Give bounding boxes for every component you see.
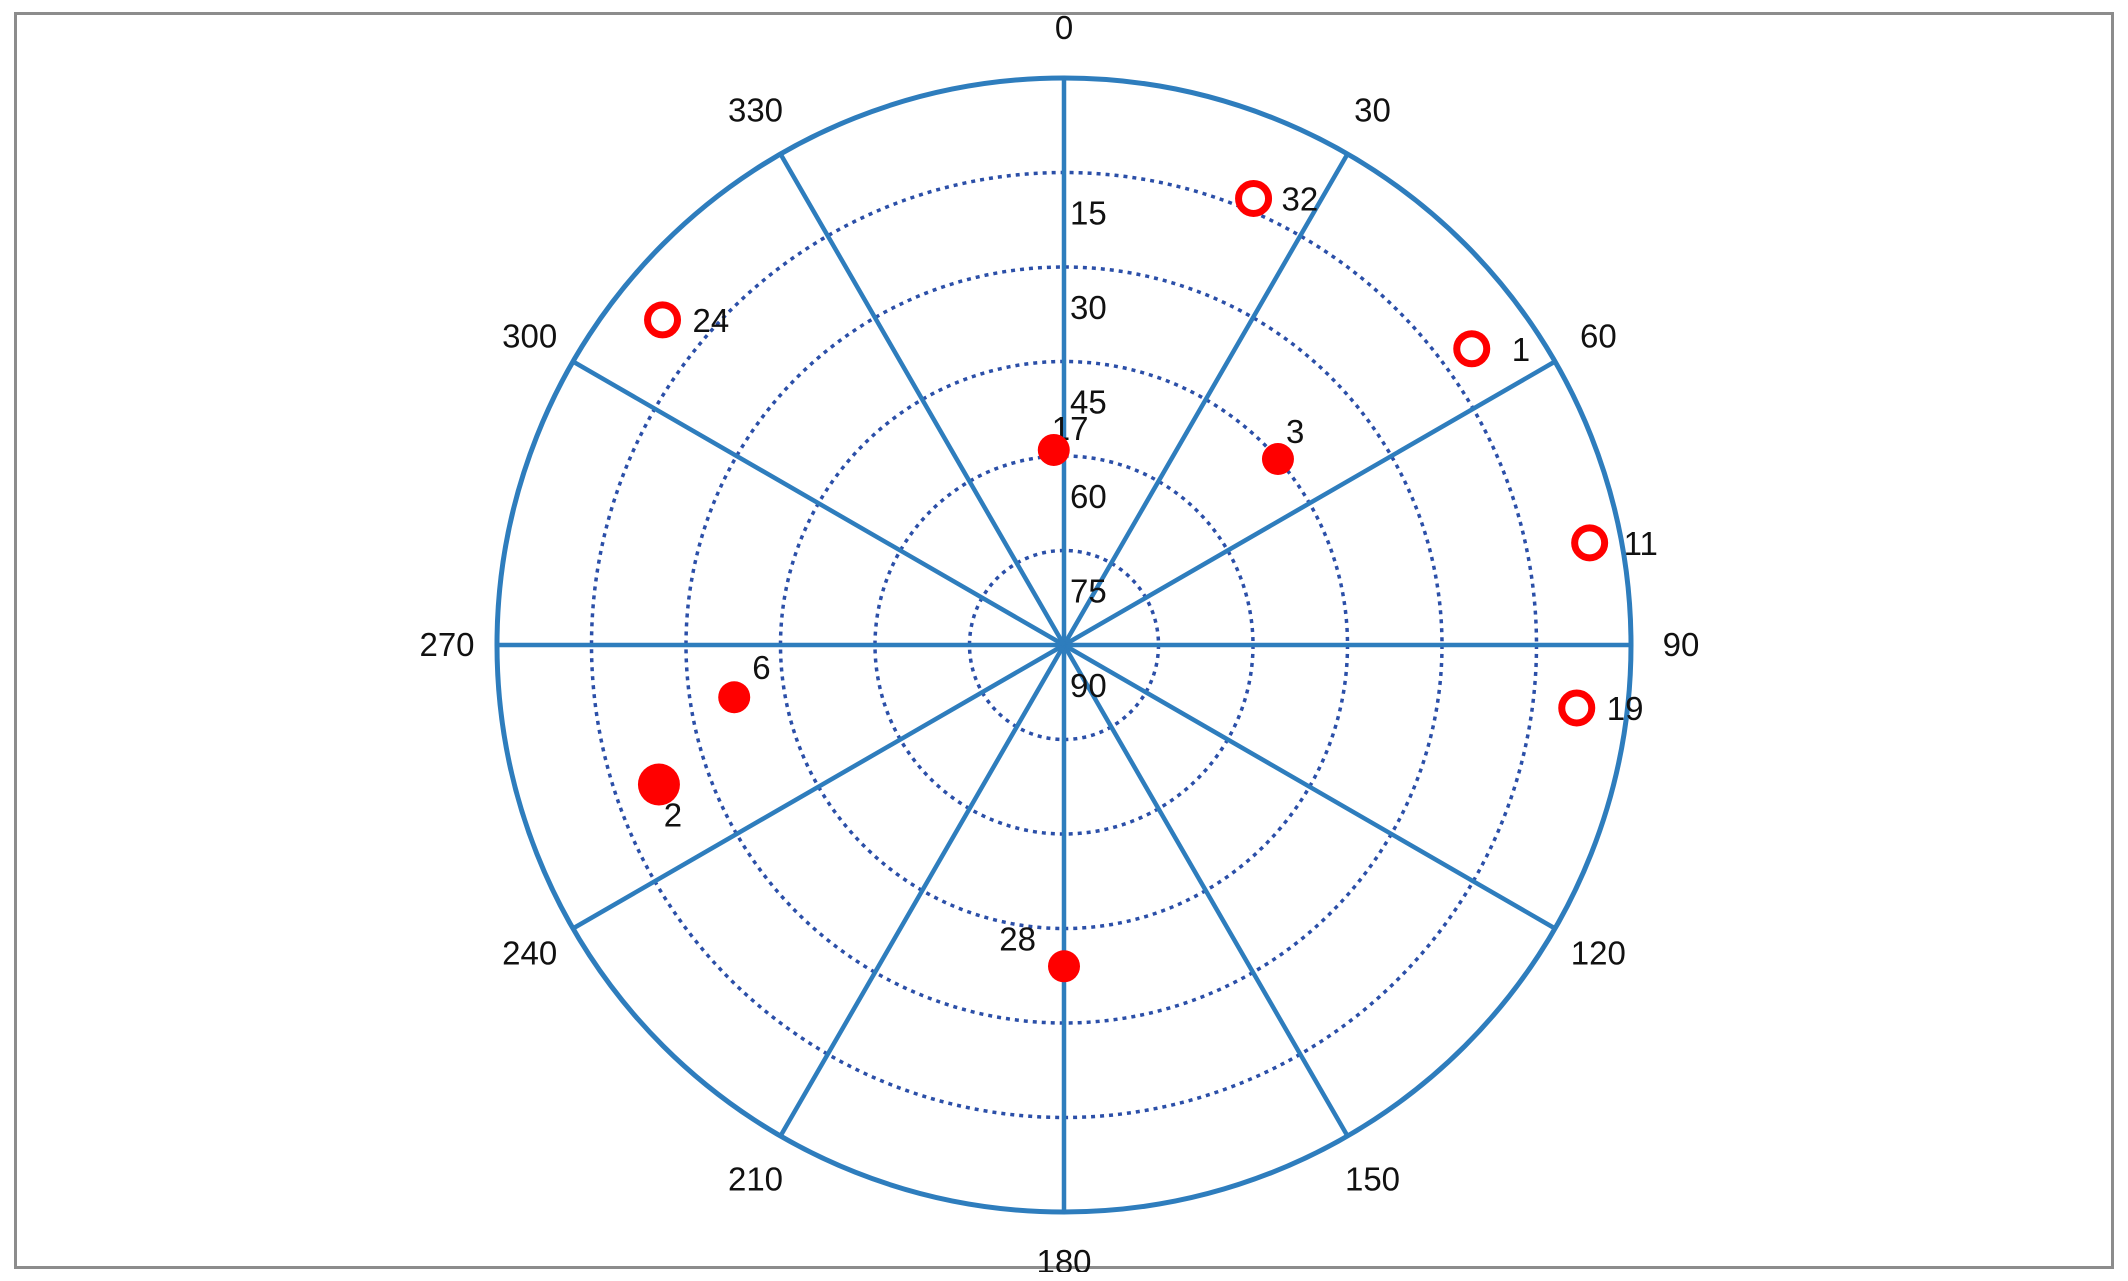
point-label-1: 1 (1512, 331, 1530, 368)
spoke-300 (571, 359, 1066, 647)
spoke-210 (778, 643, 1066, 1138)
point-6 (718, 681, 751, 714)
point-label-19: 19 (1607, 690, 1644, 727)
radial-tick-60: 60 (1070, 478, 1107, 515)
radial-tick-75: 75 (1070, 573, 1107, 610)
point-24 (644, 301, 682, 339)
spoke-30 (1062, 152, 1350, 647)
angle-tick-0: 0 (1055, 15, 1073, 46)
point-11 (1571, 524, 1609, 562)
angle-tick-90: 90 (1663, 626, 1700, 663)
angle-tick-150: 150 (1345, 1160, 1400, 1197)
angle-tick-120: 120 (1571, 935, 1626, 972)
point-label-24: 24 (693, 302, 730, 339)
angle-tick-240: 240 (502, 935, 557, 972)
point-label-6: 6 (752, 649, 770, 686)
angle-tick-300: 300 (502, 318, 557, 355)
point-32 (1235, 179, 1273, 217)
spoke-240 (571, 643, 1066, 931)
spoke-120 (1062, 643, 1557, 931)
point-2 (637, 763, 680, 806)
point-label-2: 2 (664, 796, 682, 833)
angle-tick-30: 30 (1354, 92, 1391, 129)
chart-frame: 0 30 60 90 120 150 180 210 240 270 300 330 15 30 45 60 7… (14, 12, 2114, 1272)
point-label-28: 28 (999, 920, 1036, 957)
point-19 (1558, 689, 1596, 727)
angle-tick-210: 210 (728, 1160, 783, 1197)
point-label-3: 3 (1286, 413, 1304, 450)
angle-tick-330: 330 (728, 92, 783, 129)
radial-tick-30: 30 (1070, 289, 1107, 326)
spoke-60 (1062, 359, 1557, 647)
angle-tick-270: 270 (419, 626, 474, 663)
radial-tick-15: 15 (1070, 195, 1107, 232)
point-28 (1048, 950, 1080, 983)
point-label-11: 11 (1624, 525, 1658, 562)
spoke-150 (1062, 643, 1350, 1138)
polar-chart: 0 30 60 90 120 150 180 210 240 270 300 330 15 30 45 60 7… (419, 15, 1700, 1272)
angle-tick-60: 60 (1580, 318, 1617, 355)
point-17 (1037, 433, 1070, 466)
radial-tick-90: 90 (1070, 667, 1107, 704)
angle-tick-180: 180 (1036, 1243, 1091, 1272)
radial-tick-45: 45 (1070, 384, 1107, 421)
point-1 (1453, 330, 1491, 368)
spoke-330 (778, 152, 1066, 647)
point-label-32: 32 (1282, 180, 1319, 217)
point-3 (1261, 443, 1294, 476)
